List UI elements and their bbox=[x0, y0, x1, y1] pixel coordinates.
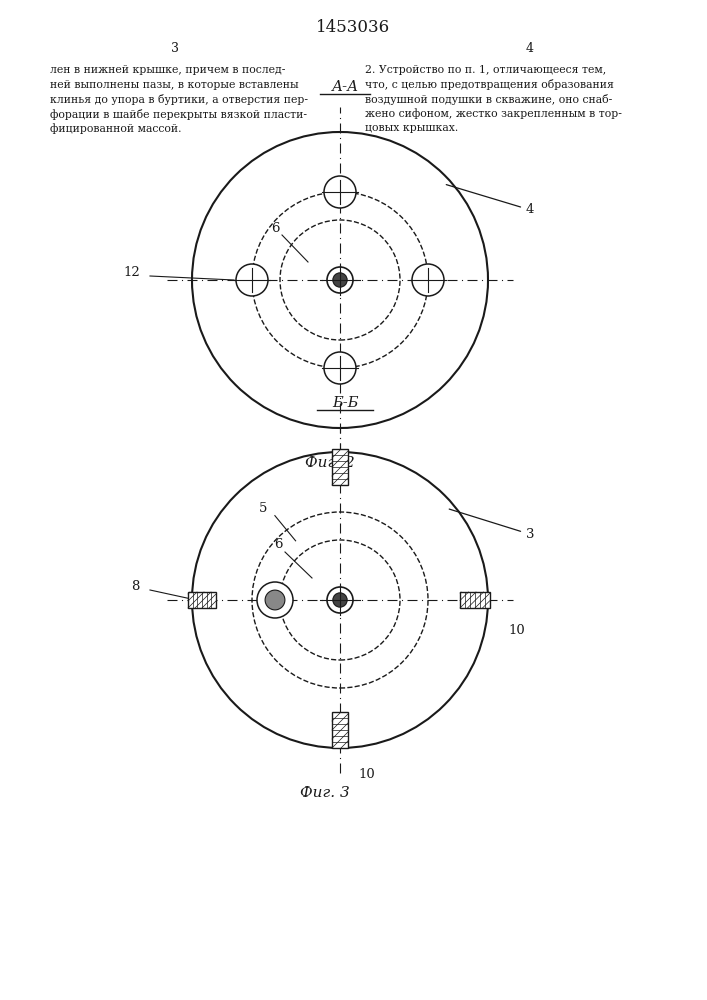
Ellipse shape bbox=[257, 582, 293, 618]
Ellipse shape bbox=[327, 587, 353, 613]
Text: 4: 4 bbox=[526, 41, 534, 54]
Text: 6: 6 bbox=[271, 222, 279, 234]
Ellipse shape bbox=[333, 273, 347, 287]
Text: 2. Устройство по п. 1, отличающееся тем,: 2. Устройство по п. 1, отличающееся тем, bbox=[365, 65, 606, 75]
Bar bbox=[188, 592, 216, 608]
Text: Б-Б: Б-Б bbox=[332, 396, 358, 410]
Text: 3: 3 bbox=[171, 41, 179, 54]
Ellipse shape bbox=[265, 590, 285, 610]
Text: 10: 10 bbox=[508, 624, 525, 637]
Text: Фиг. 3: Фиг. 3 bbox=[300, 786, 350, 800]
Text: цовых крышках.: цовых крышках. bbox=[365, 123, 458, 133]
Text: клинья до упора в буртики, а отверстия пер-: клинья до упора в буртики, а отверстия п… bbox=[50, 94, 308, 105]
Text: что, с целью предотвращения образования: что, с целью предотвращения образования bbox=[365, 80, 614, 91]
Text: 3: 3 bbox=[449, 509, 534, 541]
Text: 12: 12 bbox=[123, 265, 140, 278]
Text: 10: 10 bbox=[358, 768, 375, 781]
Text: воздушной подушки в скважине, оно снаб-: воздушной подушки в скважине, оно снаб- bbox=[365, 94, 612, 105]
Text: фицированной массой.: фицированной массой. bbox=[50, 123, 182, 134]
Text: 6: 6 bbox=[274, 538, 282, 552]
Text: А-А: А-А bbox=[332, 80, 358, 94]
Bar bbox=[332, 712, 348, 748]
Ellipse shape bbox=[327, 267, 353, 293]
Text: 1453036: 1453036 bbox=[316, 19, 390, 36]
Text: жено сифоном, жестко закрепленным в тор-: жено сифоном, жестко закрепленным в тор- bbox=[365, 108, 622, 119]
Ellipse shape bbox=[412, 264, 444, 296]
Ellipse shape bbox=[324, 352, 356, 384]
Text: лен в нижней крышке, причем в послед-: лен в нижней крышке, причем в послед- bbox=[50, 65, 286, 75]
Bar bbox=[332, 449, 348, 485]
Text: Фиг. 2: Фиг. 2 bbox=[305, 456, 355, 470]
Ellipse shape bbox=[324, 176, 356, 208]
Ellipse shape bbox=[333, 593, 347, 607]
Ellipse shape bbox=[236, 264, 268, 296]
Bar bbox=[460, 592, 490, 608]
Text: 5: 5 bbox=[259, 502, 267, 515]
Text: ней выполнены пазы, в которые вставлены: ней выполнены пазы, в которые вставлены bbox=[50, 80, 298, 90]
Text: 8: 8 bbox=[132, 580, 140, 592]
Text: 4: 4 bbox=[446, 185, 534, 216]
Text: форации в шайбе перекрыты вязкой пласти-: форации в шайбе перекрыты вязкой пласти- bbox=[50, 108, 307, 119]
